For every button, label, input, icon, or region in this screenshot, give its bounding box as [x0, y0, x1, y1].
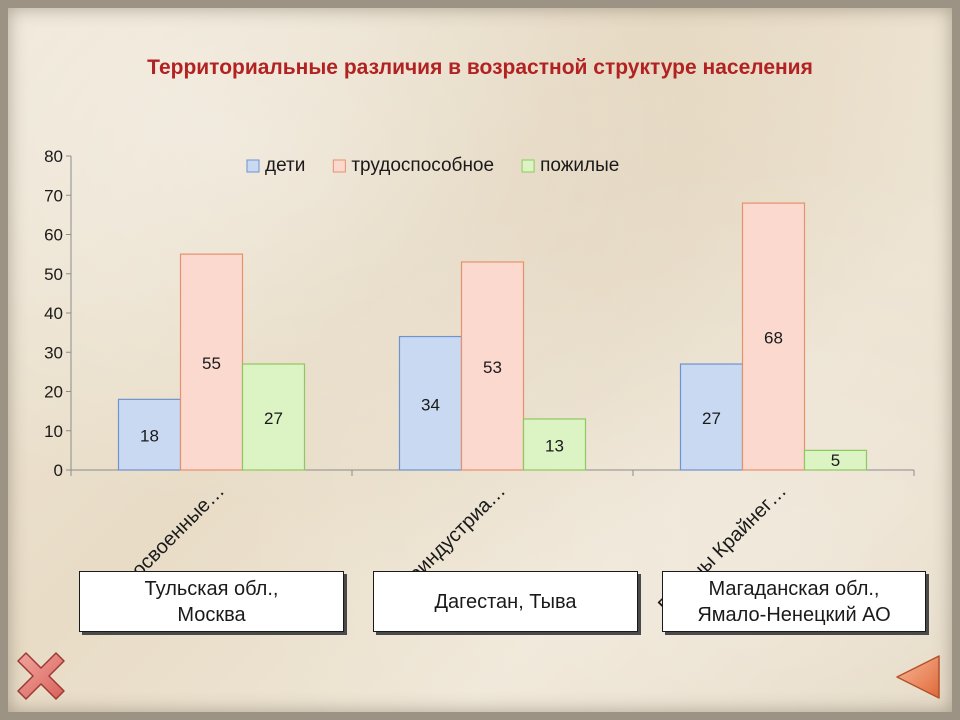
- next-arrow-icon[interactable]: [893, 652, 945, 704]
- data-label: 5: [831, 451, 840, 470]
- bar-working-age: [741, 202, 806, 471]
- close-x-icon[interactable]: [10, 645, 72, 707]
- callout-magadan-yamal: Магаданская обл., Ямало-Ненецкий АО: [662, 571, 926, 632]
- y-tick-label: 40: [44, 304, 63, 323]
- x-axis: [70, 469, 915, 476]
- legend-swatch: [246, 159, 260, 173]
- bar-children: [398, 335, 463, 471]
- data-label: 55: [202, 354, 221, 373]
- y-tick-label: 70: [44, 186, 63, 205]
- y-tick-label: 30: [44, 343, 63, 362]
- callout-text: Магаданская обл., Ямало-Ненецкий АО: [697, 577, 891, 626]
- data-label: 18: [140, 427, 159, 446]
- callout-tula-moscow: Тульская обл., Москва: [79, 571, 344, 632]
- bar-elderly: [241, 363, 306, 471]
- data-label: 27: [264, 409, 283, 428]
- y-axis: 0 10 20 30 40 50 60 70 80: [44, 147, 72, 480]
- data-label: 13: [545, 436, 564, 455]
- y-tick-label: 0: [54, 461, 63, 480]
- data-label: 68: [764, 329, 783, 348]
- callout-text: Тульская обл., Москва: [144, 577, 279, 626]
- legend-label: пожилые: [540, 155, 619, 176]
- callout-text: Дагестан, Тыва: [434, 590, 577, 613]
- bars: [117, 202, 868, 471]
- data-label: 34: [421, 395, 440, 414]
- legend-label: трудоспособное: [351, 155, 494, 176]
- bar-children: [117, 398, 182, 471]
- data-label: 53: [483, 358, 502, 377]
- y-tick-label: 20: [44, 383, 63, 402]
- y-tick-label: 10: [44, 422, 63, 441]
- bar-elderly: [522, 418, 587, 471]
- slide-title: Территориальные различия в возрастной ст…: [147, 56, 813, 79]
- bar-elderly: [803, 449, 868, 471]
- callout-dagestan-tyva: Дагестан, Тыва: [373, 571, 638, 632]
- data-labels: 18 55 27 34 53 13 27 68 5: [140, 329, 840, 470]
- legend-swatch: [521, 159, 535, 173]
- bar-children: [679, 363, 744, 471]
- bar-working-age: [179, 253, 244, 471]
- legend-label: дети: [265, 155, 305, 176]
- y-tick-label: 60: [44, 226, 63, 245]
- y-tick-label: 50: [44, 265, 63, 284]
- data-label: 27: [702, 409, 721, 428]
- y-tick-label: 80: [44, 147, 63, 166]
- legend-swatch: [332, 159, 346, 173]
- legend: дети трудоспособное пожилые: [246, 155, 619, 176]
- bar-working-age: [460, 261, 525, 471]
